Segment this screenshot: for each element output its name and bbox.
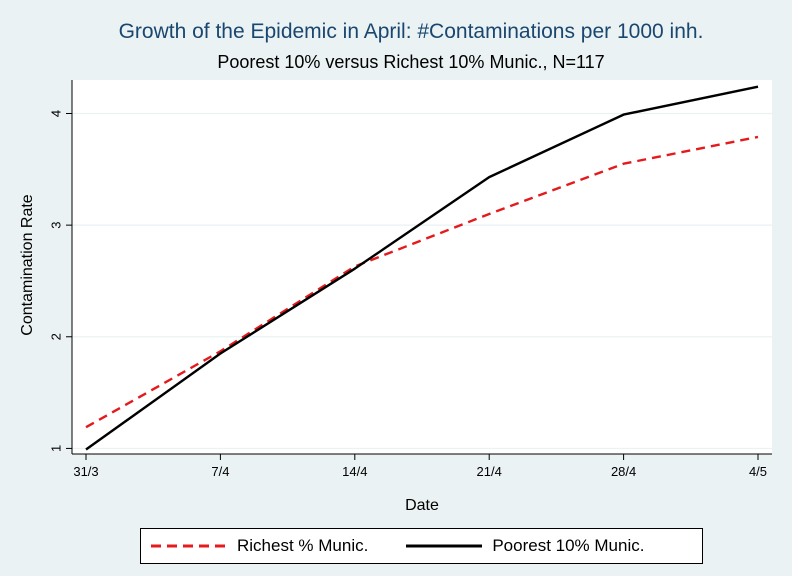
legend-label-richest: Richest % Munic. [237,536,369,555]
plot-area [72,80,772,454]
x-ticks: 31/3 7/4 14/4 21/4 28/4 4/5 [73,454,767,479]
y-ticks: 1 2 3 4 [49,110,72,452]
x-tick-label: 21/4 [477,464,502,479]
chart-subtitle: Poorest 10% versus Richest 10% Munic., N… [217,52,605,72]
series-line-poorest [85,85,759,451]
legend-swatch-solid [406,544,483,548]
y-tick-label: 2 [49,333,64,340]
y-tick-label: 1 [49,445,64,452]
x-axis-title: Date [405,497,439,514]
y-tick-label: 3 [49,222,64,229]
legend: Richest % Munic. Poorest 10% Munic. [140,528,703,564]
x-tick-label: 14/4 [342,464,367,479]
legend-item-poorest: Poorest 10% Munic. [406,536,644,556]
x-tick-label: 4/5 [749,464,767,479]
series-layer [85,85,759,451]
x-tick-label: 31/3 [73,464,98,479]
series-line-richest [85,135,759,429]
chart-title: Growth of the Epidemic in April: #Contam… [118,20,704,43]
legend-label-poorest: Poorest 10% Munic. [492,536,645,555]
legend-item-richest: Richest % Munic. [151,536,368,556]
y-axis-title: Contamination Rate [19,194,36,336]
x-tick-label: 28/4 [611,464,636,479]
grid-lines [72,112,772,450]
x-tick-label: 7/4 [211,464,229,479]
y-tick-label: 4 [49,110,64,117]
legend-swatch-dashed [151,544,227,548]
